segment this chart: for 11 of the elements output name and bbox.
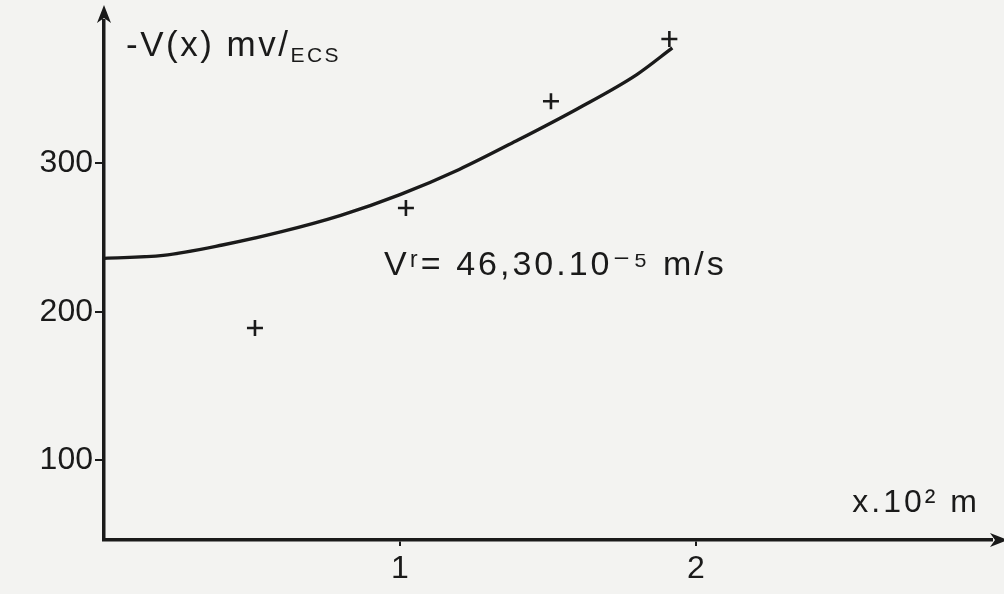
- y-tick-label: 300: [39, 143, 93, 180]
- y-tick-label: 100: [39, 439, 93, 476]
- x-tick-label: 1: [391, 549, 409, 586]
- point: [245, 318, 265, 338]
- y-tick-label: 200: [39, 291, 93, 328]
- x-tick-label: 2: [687, 549, 705, 586]
- annotation: Vʳ= 46,30.10⁻⁵ m/s: [384, 244, 727, 283]
- point: [396, 198, 416, 218]
- x-axis-title: x.10² m: [852, 483, 980, 520]
- point: [541, 91, 561, 111]
- y-axis-title: -V(x) mv/$_{ECS}$: [126, 24, 342, 67]
